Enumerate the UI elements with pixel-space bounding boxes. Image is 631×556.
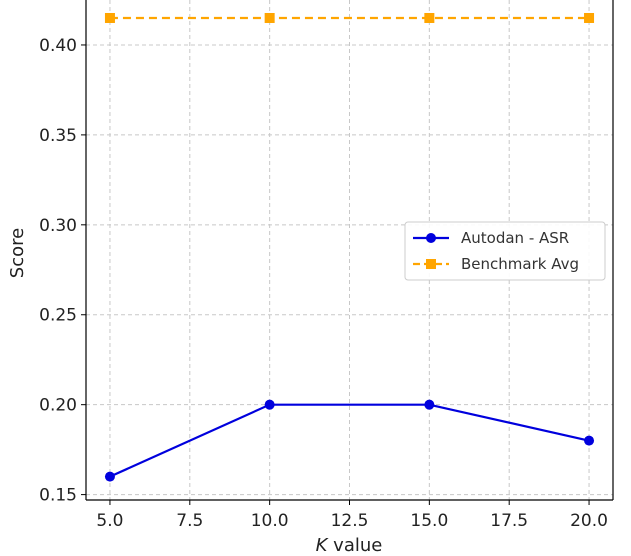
x-ticks: 5.0 7.5 10.0 12.5 15.0 17.5 20.0 — [96, 500, 608, 531]
data-point-autodan — [264, 399, 275, 410]
y-ticks: 0.15 0.20 0.25 0.30 0.35 0.40 — [39, 36, 86, 506]
x-tick-label: 5.0 — [96, 511, 123, 531]
legend-box — [404, 221, 606, 281]
legend-entry-autodan: Autodan - ASR — [413, 229, 569, 247]
x-tick-label: 7.5 — [176, 511, 203, 531]
x-axis-label: K value — [316, 535, 383, 556]
data-point-benchmark — [584, 12, 595, 23]
data-point-benchmark — [424, 12, 435, 23]
series-group — [104, 12, 595, 482]
legend-label-autodan: Autodan - ASR — [461, 229, 569, 247]
x-tick-label: 12.5 — [331, 511, 369, 531]
y-tick-label: 0.25 — [39, 306, 77, 326]
y-tick-label: 0.20 — [39, 396, 77, 416]
data-point-autodan — [584, 435, 595, 446]
legend-marker-benchmark — [426, 259, 436, 269]
data-point-autodan — [424, 399, 435, 410]
y-axis-label: Score — [7, 228, 28, 278]
x-tick-label: 17.5 — [490, 511, 528, 531]
y-tick-label: 0.30 — [39, 216, 77, 236]
series-line-autodan — [109, 403, 590, 478]
x-tick-label: 20.0 — [570, 511, 608, 531]
y-tick-label: 0.35 — [39, 126, 77, 146]
y-tick-label: 0.15 — [39, 486, 77, 506]
x-tick-label: 15.0 — [410, 511, 448, 531]
x-tick-label: 10.0 — [251, 511, 289, 531]
grid — [86, 0, 613, 500]
y-tick-label: 0.40 — [39, 36, 77, 56]
data-point-autodan — [104, 471, 115, 482]
legend: Autodan - ASR Benchmark Avg — [404, 221, 606, 281]
legend-marker-autodan — [426, 233, 436, 243]
legend-entry-benchmark: Benchmark Avg — [413, 255, 579, 273]
data-point-benchmark — [104, 12, 115, 23]
data-point-benchmark — [264, 12, 275, 23]
legend-label-benchmark: Benchmark Avg — [461, 255, 579, 273]
